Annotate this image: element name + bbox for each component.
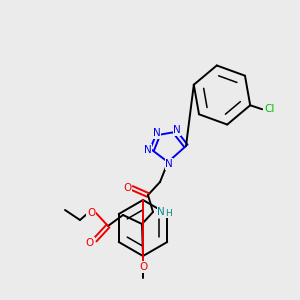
Text: N: N: [173, 125, 181, 135]
Text: O: O: [123, 183, 131, 193]
Text: N: N: [144, 145, 152, 155]
Text: Cl: Cl: [264, 104, 274, 114]
Text: N: N: [157, 207, 165, 217]
Text: O: O: [139, 262, 147, 272]
Text: O: O: [86, 238, 94, 248]
Text: H: H: [165, 208, 171, 217]
Text: N: N: [165, 159, 173, 169]
Text: N: N: [153, 128, 161, 138]
Text: O: O: [87, 208, 95, 218]
